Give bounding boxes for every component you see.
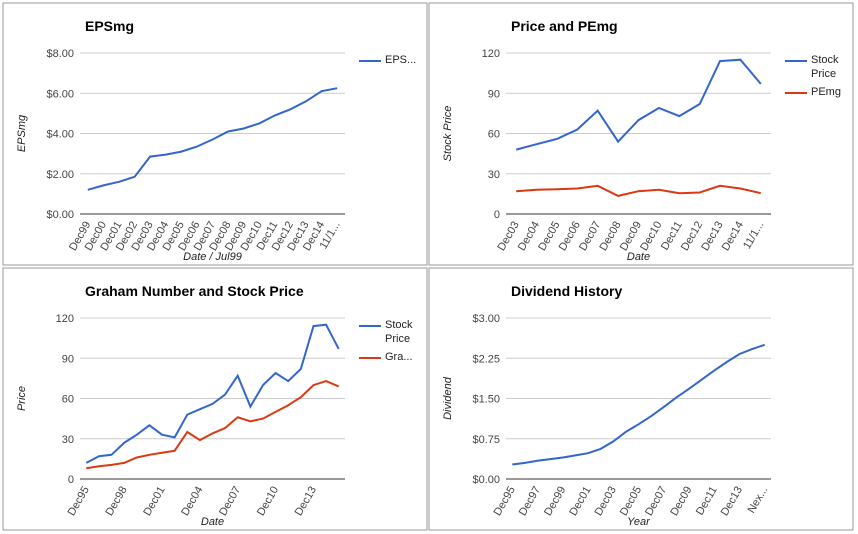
y-tick-label: $4.00: [46, 129, 74, 141]
y-tick-label: $0.75: [472, 434, 500, 446]
x-axis-title: Date: [627, 251, 650, 263]
series-line: [515, 58, 762, 151]
legend-item: PEmg: [811, 86, 841, 98]
legend-item: Gra...: [385, 351, 413, 363]
y-tick-label: $1.50: [472, 394, 500, 406]
chart-title: EPSmg: [85, 18, 134, 34]
chart-title: Price and PEmg: [511, 18, 618, 34]
y-tick-label: $3.00: [472, 313, 500, 325]
y-tick-label: $2.25: [472, 353, 500, 365]
x-axis-title: Date: [201, 516, 224, 528]
series-line: [86, 380, 340, 470]
chart: Dividend History $0.00 $0.75 $1.50 $2.25 $3.0…: [428, 267, 854, 531]
legend-item: Stock Price: [385, 319, 413, 345]
series-line: [516, 184, 762, 197]
y-tick-label: 120: [56, 313, 74, 325]
x-axis-title: Date / Jul99: [183, 251, 242, 263]
chart-title: Dividend History: [511, 283, 622, 299]
y-tick-label: 90: [62, 353, 74, 365]
y-tick-label: 0: [68, 474, 74, 486]
series-line: [512, 343, 766, 466]
legend-item: Stock Price: [811, 54, 839, 80]
x-axis-title: Year: [627, 516, 651, 528]
y-axis-title: Stock Price: [442, 106, 454, 162]
y-tick-label: $0.00: [472, 474, 500, 486]
y-tick-label: 90: [488, 88, 500, 100]
chart: EPSmg$0.00$2.00$4.00$6.00$8.00Dec99Dec00…: [2, 2, 428, 266]
legend-label: Stock Price: [811, 54, 839, 80]
chart: Price and PEmg0306090120Dec03Dec04Dec05D…: [428, 2, 854, 266]
y-tick-label: 120: [482, 48, 500, 60]
y-tick-label: 60: [62, 394, 74, 406]
y-tick-label: 30: [488, 169, 500, 181]
y-tick-label: $6.00: [46, 88, 74, 100]
y-axis-title: Price: [16, 386, 28, 411]
legend-label: Stock Price: [385, 319, 413, 345]
legend-item: EPS...: [385, 54, 417, 66]
y-axis-title: EPSmg: [16, 114, 28, 152]
series-line: [85, 323, 340, 464]
y-tick-label: 60: [488, 129, 500, 141]
chart: Graham Number and Stock Price 0 30 60 90 120 D…: [2, 267, 428, 531]
y-tick-label: 30: [62, 434, 74, 446]
legend-label: PEmg: [811, 86, 841, 98]
y-tick-label: $2.00: [46, 169, 74, 181]
legend-label: Gra...: [385, 351, 413, 363]
y-tick-label: 0: [494, 209, 500, 221]
chart-title: Graham Number and Stock Price: [85, 283, 304, 299]
legend-label: EPS...: [385, 54, 417, 66]
series-line: [87, 87, 338, 191]
y-tick-label: $8.00: [46, 48, 74, 60]
y-axis-title: Dividend: [442, 376, 454, 420]
y-tick-label: $0.00: [46, 209, 74, 221]
